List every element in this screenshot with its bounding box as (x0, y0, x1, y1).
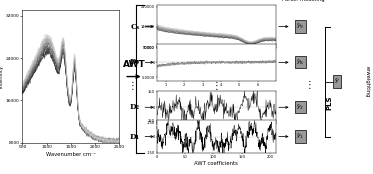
Text: ⋮: ⋮ (211, 81, 221, 91)
Text: $\hat{y}_2$: $\hat{y}_2$ (296, 102, 305, 112)
Y-axis label: Intensity: Intensity (0, 65, 4, 88)
Text: D₁: D₁ (130, 133, 140, 141)
Text: reweighting: reweighting (365, 66, 370, 97)
X-axis label: AWT coefficients: AWT coefficients (194, 161, 238, 166)
Text: ⋮: ⋮ (128, 81, 137, 91)
Text: $\hat{y}_8$: $\hat{y}_8$ (296, 57, 305, 67)
Text: Cₛ: Cₛ (131, 23, 140, 30)
Text: $\hat{y}_1$: $\hat{y}_1$ (296, 132, 305, 141)
Text: PLS: PLS (326, 96, 332, 110)
Text: D₉: D₉ (130, 58, 140, 66)
Text: AWT: AWT (123, 60, 145, 69)
Text: Parall. modeling: Parall. modeling (282, 0, 325, 2)
Text: $\hat{y}$: $\hat{y}$ (334, 77, 340, 86)
Text: D₂: D₂ (130, 103, 140, 111)
Text: $\hat{y}_9$: $\hat{y}_9$ (296, 22, 305, 31)
Text: ⋮: ⋮ (305, 80, 314, 90)
X-axis label: Wavenumber cm⁻¹: Wavenumber cm⁻¹ (46, 152, 96, 157)
